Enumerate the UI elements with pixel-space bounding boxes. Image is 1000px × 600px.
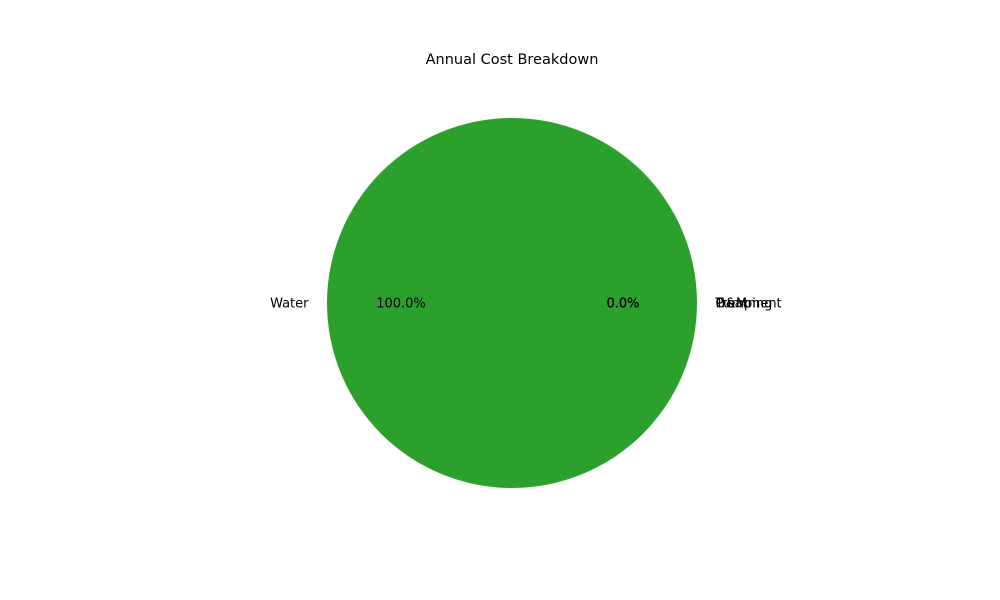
pie-slices: [327, 118, 697, 488]
slice-label-pumping: Pumping: [716, 297, 773, 312]
chart-title: Annual Cost Breakdown: [426, 52, 599, 68]
slice-label-treatment: Treatment: [715, 297, 782, 312]
slice-label-o-m: O&M: [716, 297, 748, 312]
percent-label-treatment: 0.0%: [606, 297, 639, 312]
pie-slice-water: [327, 118, 697, 488]
slice-label-water: Water: [270, 297, 309, 312]
percent-label-o-m: 0.0%: [606, 297, 639, 312]
pie-percent-labels: 100.0% 0.0%0.0%0.0%: [376, 297, 639, 312]
percent-label-pumping: 0.0%: [606, 297, 639, 312]
percent-label-water: 100.0%: [376, 297, 426, 312]
